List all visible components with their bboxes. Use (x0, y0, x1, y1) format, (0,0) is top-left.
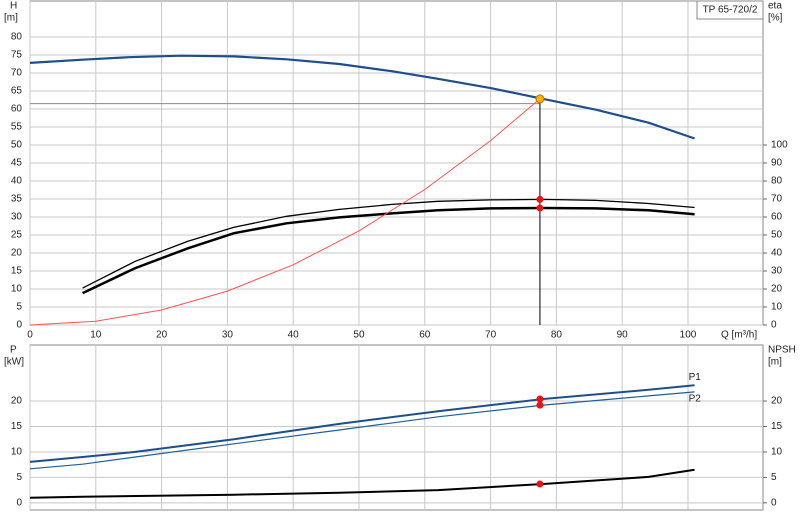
y-tick-label: 60 (11, 104, 23, 115)
legend-text: TP 65-720/2 (703, 5, 758, 16)
y2-tick-label: 50 (771, 230, 783, 241)
y-tick-label: 0 (16, 498, 22, 509)
duty-point (536, 395, 544, 403)
y2-tick-label: 70 (771, 194, 783, 205)
y-tick-label: 55 (11, 122, 23, 133)
y2-tick-label: 60 (771, 212, 783, 223)
curve (29, 391, 695, 470)
curve (29, 468, 695, 499)
y2-tick-label: 10 (771, 302, 783, 313)
y-tick-label: 35 (11, 194, 23, 205)
y-axis-unit: [m] (4, 13, 18, 24)
x-tick-label: 80 (551, 330, 563, 341)
x-tick-label: 40 (288, 330, 300, 341)
x-tick-label: 60 (419, 330, 431, 341)
y-tick-label: 15 (11, 421, 23, 432)
operating-point (535, 94, 545, 104)
y2-tick-label: 15 (771, 421, 783, 432)
curve (82, 206, 695, 295)
y-tick-label: 5 (16, 472, 22, 483)
curve (29, 54, 695, 140)
curve (29, 98, 541, 326)
y2-tick-label: 0 (771, 320, 777, 331)
x-axis-label: Q [m³/h] (721, 330, 757, 341)
y-axis-label: P (10, 345, 17, 356)
y2-axis-unit: [%] (768, 13, 783, 24)
x-tick-label: 70 (485, 330, 497, 341)
y-axis-unit: [kW] (4, 357, 24, 368)
x-tick-label: 90 (617, 330, 629, 341)
series-label: P2 (689, 393, 702, 404)
duty-point (536, 204, 544, 212)
x-tick-label: 20 (156, 330, 168, 341)
curve (29, 384, 695, 463)
y2-tick-label: 5 (771, 472, 777, 483)
y-tick-label: 50 (11, 140, 23, 151)
y2-tick-label: 10 (771, 447, 783, 458)
y-tick-label: 20 (11, 248, 23, 259)
y2-tick-label: 80 (771, 176, 783, 187)
y2-axis-unit: [m] (768, 357, 782, 368)
y2-tick-label: 0 (771, 498, 777, 509)
y-tick-label: 20 (11, 396, 23, 407)
x-tick-label: 0 (27, 330, 33, 341)
duty-point (536, 480, 544, 488)
y-tick-label: 15 (11, 266, 23, 277)
y-tick-label: 40 (11, 176, 23, 187)
y2-tick-label: 100 (771, 140, 788, 151)
y-tick-label: 65 (11, 86, 23, 97)
y-tick-label: 5 (16, 302, 22, 313)
y2-axis-label: NPSH (768, 345, 796, 356)
x-tick-label: 30 (222, 330, 234, 341)
y2-tick-label: 90 (771, 158, 783, 169)
y2-tick-label: 20 (771, 396, 783, 407)
y-tick-label: 30 (11, 212, 23, 223)
y-tick-label: 45 (11, 158, 23, 169)
y-tick-label: 75 (11, 50, 23, 61)
y-tick-label: 10 (11, 447, 23, 458)
plot-frame (29, 344, 764, 511)
y-tick-label: 25 (11, 230, 23, 241)
y-tick-label: 0 (16, 320, 22, 331)
series-label: P1 (689, 372, 702, 383)
y-tick-label: 80 (11, 32, 23, 43)
y2-axis-label: eta (768, 1, 782, 12)
y2-tick-label: 20 (771, 284, 783, 295)
x-tick-label: 100 (680, 330, 697, 341)
y-axis-label: H (10, 1, 17, 12)
duty-point (536, 401, 544, 409)
legend-box (696, 0, 764, 20)
curve (82, 198, 695, 289)
y2-tick-label: 30 (771, 266, 783, 277)
x-tick-label: 50 (353, 330, 365, 341)
y2-tick-label: 40 (771, 248, 783, 259)
y-tick-label: 10 (11, 284, 23, 295)
x-tick-label: 10 (90, 330, 102, 341)
duty-point (536, 195, 544, 203)
y-tick-label: 70 (11, 68, 23, 79)
